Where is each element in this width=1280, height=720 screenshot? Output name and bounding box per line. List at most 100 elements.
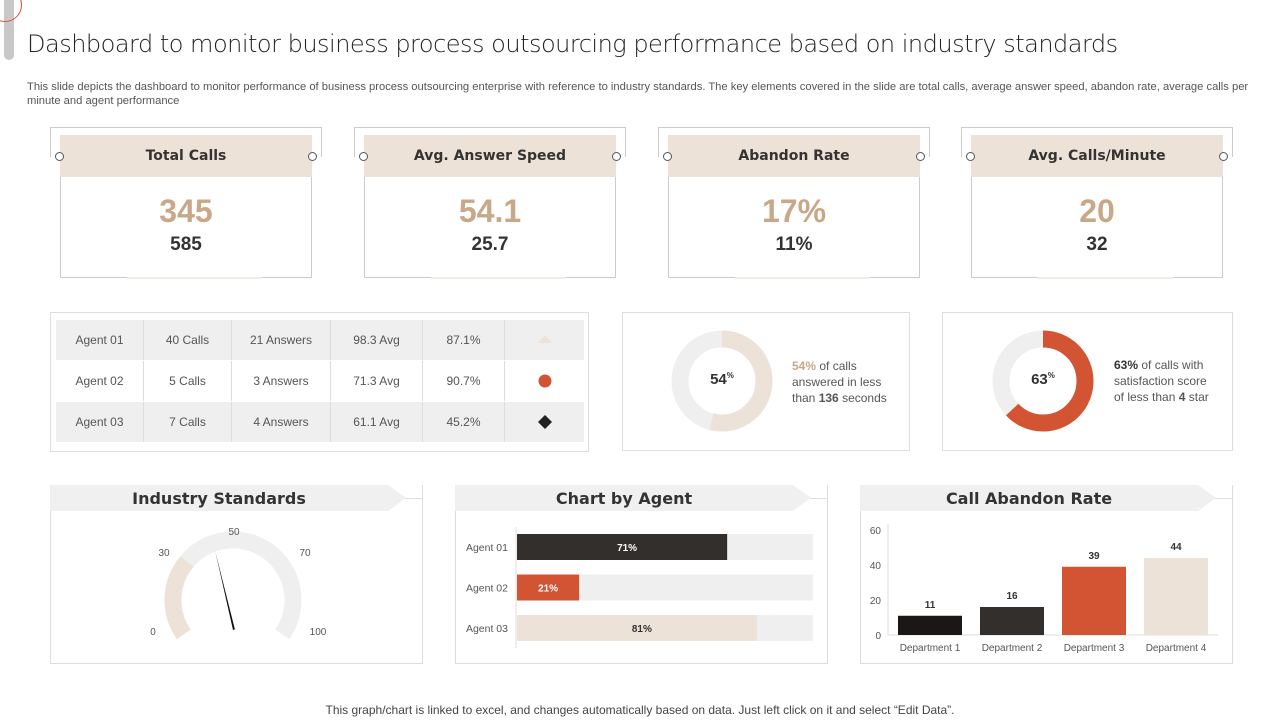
circle-icon [538,374,551,388]
abandon-bar-value: 39 [1088,551,1100,562]
kpi-label: Avg. Answer Speed [364,135,616,177]
agent-category-label: Agent 03 [466,623,508,635]
call-abandon-rate-panel [860,485,1233,664]
donut-segment [671,330,773,432]
table-cell-answers: 21 Answers [232,320,331,360]
x-category-label: Department 1 [900,643,961,654]
table-cell-avg: 71.3 Avg [331,361,423,401]
table-row: Agent 02 5 Calls 3 Answers 71.3 Avg 90.7% [56,361,584,401]
gauge-fill [164,555,194,640]
gauge-tick-label: 0 [150,627,156,638]
kpi-value: 345 [159,193,213,229]
abandon-bar [898,615,962,635]
diamond-icon [537,415,552,429]
table-cell-pct: 87.1% [423,320,505,360]
donut-center-value: 54% [710,371,734,388]
connector-dot [55,152,64,161]
table-cell-icon [505,361,584,401]
call-abandon-rate-title: Call Abandon Rate [860,485,1198,511]
abandon-bar-value: 16 [1006,591,1018,602]
table-cell-calls: 40 Calls [144,320,232,360]
table-cell-calls: 5 Calls [144,361,232,401]
y-tick-label: 40 [870,561,882,572]
x-category-label: Department 4 [1146,643,1207,654]
donut-panel-answered [622,312,910,451]
decorative-bar [4,0,14,60]
donut-caption: 63% of calls with satisfaction score of le… [1114,358,1209,404]
kpi-value: 20 [1079,193,1115,229]
chart-by-agent-title: Chart by Agent [455,485,793,511]
donut-chart [992,330,1094,432]
table-cell-answers: 4 Answers [232,402,331,442]
kpi-label: Avg. Calls/Minute [971,135,1223,177]
gauge-track [180,531,302,640]
table-cell-icon [505,402,584,442]
agent-bar [517,534,728,560]
kpi-frame [354,127,626,157]
triangle-icon [537,335,552,343]
connector-dot [1219,152,1228,161]
page-title: Dashboard to monitor business process ou… [27,30,1118,58]
table-cell-pct: 90.7% [423,361,505,401]
industry-standards-panel [50,485,423,664]
table-cell-icon [505,320,584,360]
table-cell-name: Agent 01 [56,320,144,360]
kpi-benchmark: 11% [775,234,813,255]
kpi-label: Abandon Rate [668,135,920,177]
connector-dot [663,152,672,161]
gauge-tick-label: 100 [310,627,327,638]
kpi-label: Total Calls [60,135,312,177]
donut-segment [992,330,1094,432]
abandon-bar [1144,558,1208,635]
gauge-tick-label: 70 [299,548,311,559]
kpi-frame [658,127,930,157]
table-row: Agent 03 7 Calls 4 Answers 61.1 Avg 45.2% [56,402,584,442]
connector-dot [612,152,621,161]
kpi-frame [50,127,322,157]
abandon-bar-value: 44 [1170,542,1182,553]
table-cell-avg: 98.3 Avg [331,320,423,360]
table-cell-answers: 3 Answers [232,361,331,401]
kpi-benchmark: 585 [170,234,202,255]
agent-bar [517,574,580,601]
donut-center-value: 63% [1031,371,1055,388]
table-cell-name: Agent 03 [56,402,144,442]
gauge-tick-label: 50 [228,527,240,538]
donut-chart [671,330,773,432]
abandon-bar [1062,566,1126,635]
donut-caption: 54% of calls answered in less than 136 sec… [792,359,887,405]
agent-bar [517,615,757,641]
agent-category-label: Agent 02 [466,583,508,595]
kpi-benchmark: 32 [1086,234,1108,255]
agent-bar-label: 21% [538,584,558,595]
table-cell-pct: 45.2% [423,402,505,442]
agent-table: Agent 01 40 Calls 21 Answers 98.3 Avg 87.1% A… [50,312,589,452]
abandon-bar [980,607,1044,635]
connector-dot [966,152,975,161]
donut-panel-satisfaction [942,312,1233,451]
abandon-bar-value: 11 [925,600,936,611]
agent-bar-label: 71% [617,543,637,554]
connector-dot [916,152,925,161]
footer-note: This graph/chart is linked to excel, and… [325,703,955,717]
y-tick-label: 0 [875,631,881,642]
chart-by-agent-panel [455,485,828,664]
y-tick-label: 20 [870,596,882,607]
industry-standards-title: Industry Standards [50,485,388,511]
gauge-tick-label: 30 [158,548,170,559]
x-category-label: Department 2 [982,643,1043,654]
agent-category-label: Agent 01 [466,542,508,554]
connector-dot [359,152,368,161]
table-cell-name: Agent 02 [56,361,144,401]
kpi-frame [961,127,1233,157]
kpi-value: 17% [761,193,827,229]
y-tick-label: 60 [870,526,882,537]
table-row: Agent 01 40 Calls 21 Answers 98.3 Avg 87.1% [56,320,584,360]
table-cell-avg: 61.1 Avg [331,402,423,442]
kpi-benchmark: 25.7 [471,234,509,255]
kpi-value: 54.1 [458,193,522,229]
table-cell-calls: 7 Calls [144,402,232,442]
connector-dot [308,152,317,161]
agent-bar-label: 81% [632,624,652,635]
